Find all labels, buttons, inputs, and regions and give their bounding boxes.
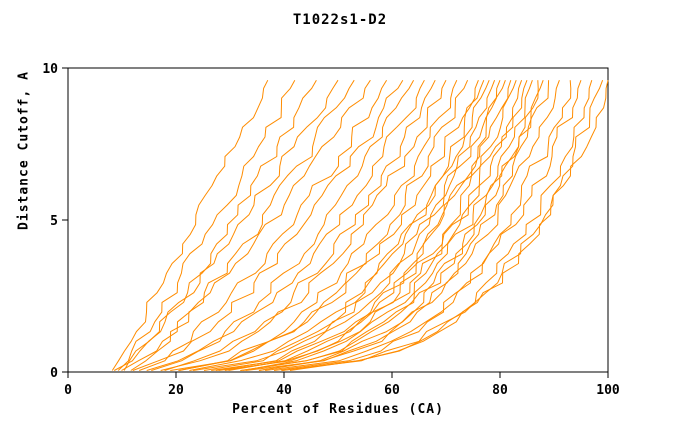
model-curve-model-30 [273, 80, 572, 371]
model-curve-model-17 [189, 80, 490, 371]
chart-title: T1022s1-D2 [292, 12, 388, 28]
x-tick-label: 100 [596, 383, 620, 398]
model-curve-model-14 [178, 79, 469, 371]
model-curve-model-13 [179, 79, 458, 371]
model-curve-model-03 [123, 79, 317, 371]
model-curve-model-22 [224, 80, 517, 371]
y-tick-label: 0 [50, 366, 58, 381]
model-curve-model-05 [130, 79, 355, 371]
model-curve-model-07 [139, 79, 388, 371]
model-curve-model-10 [146, 79, 425, 371]
model-curve-model-29 [245, 80, 560, 371]
x-tick-label: 80 [492, 383, 508, 398]
model-curve-model-15 [170, 80, 479, 371]
model-curve-model-19 [193, 80, 501, 371]
model-curve-model-11 [164, 79, 436, 371]
model-curve-model-12 [160, 79, 447, 371]
x-tick-label: 20 [168, 383, 184, 398]
model-curve-model-02 [117, 79, 296, 371]
model-curve-model-08 [132, 79, 404, 371]
model-curve-model-09 [151, 79, 415, 371]
model-curve-model-21 [211, 80, 512, 371]
model-curve-model-28 [258, 80, 550, 371]
model-curve-model-27 [240, 80, 544, 371]
x-tick-label: 60 [384, 383, 400, 398]
model-curve-model-32 [289, 80, 593, 371]
x-tick-label: 40 [276, 383, 292, 398]
model-curve-model-33 [281, 80, 604, 371]
x-axis-label: Percent of Residues (CA) [232, 402, 444, 417]
model-curve-model-01 [111, 79, 269, 371]
x-tick-label: 0 [64, 383, 72, 398]
plot-frame [67, 67, 609, 373]
model-curve-model-18 [215, 80, 496, 371]
model-curve-model-20 [228, 80, 506, 371]
y-axis-label: Distance Cutoff, A [16, 71, 32, 230]
model-curve-model-06 [121, 79, 371, 371]
model-curve-model-16 [203, 80, 485, 371]
model-curve-model-25 [241, 80, 533, 371]
model-curve-model-04 [113, 79, 339, 371]
y-tick-label: 10 [42, 62, 58, 77]
model-curve-model-23 [243, 80, 523, 371]
y-tick-label: 5 [50, 214, 58, 229]
model-curve-model-34 [282, 80, 609, 371]
model-curve-model-31 [265, 80, 582, 371]
model-curve-model-24 [218, 80, 528, 371]
